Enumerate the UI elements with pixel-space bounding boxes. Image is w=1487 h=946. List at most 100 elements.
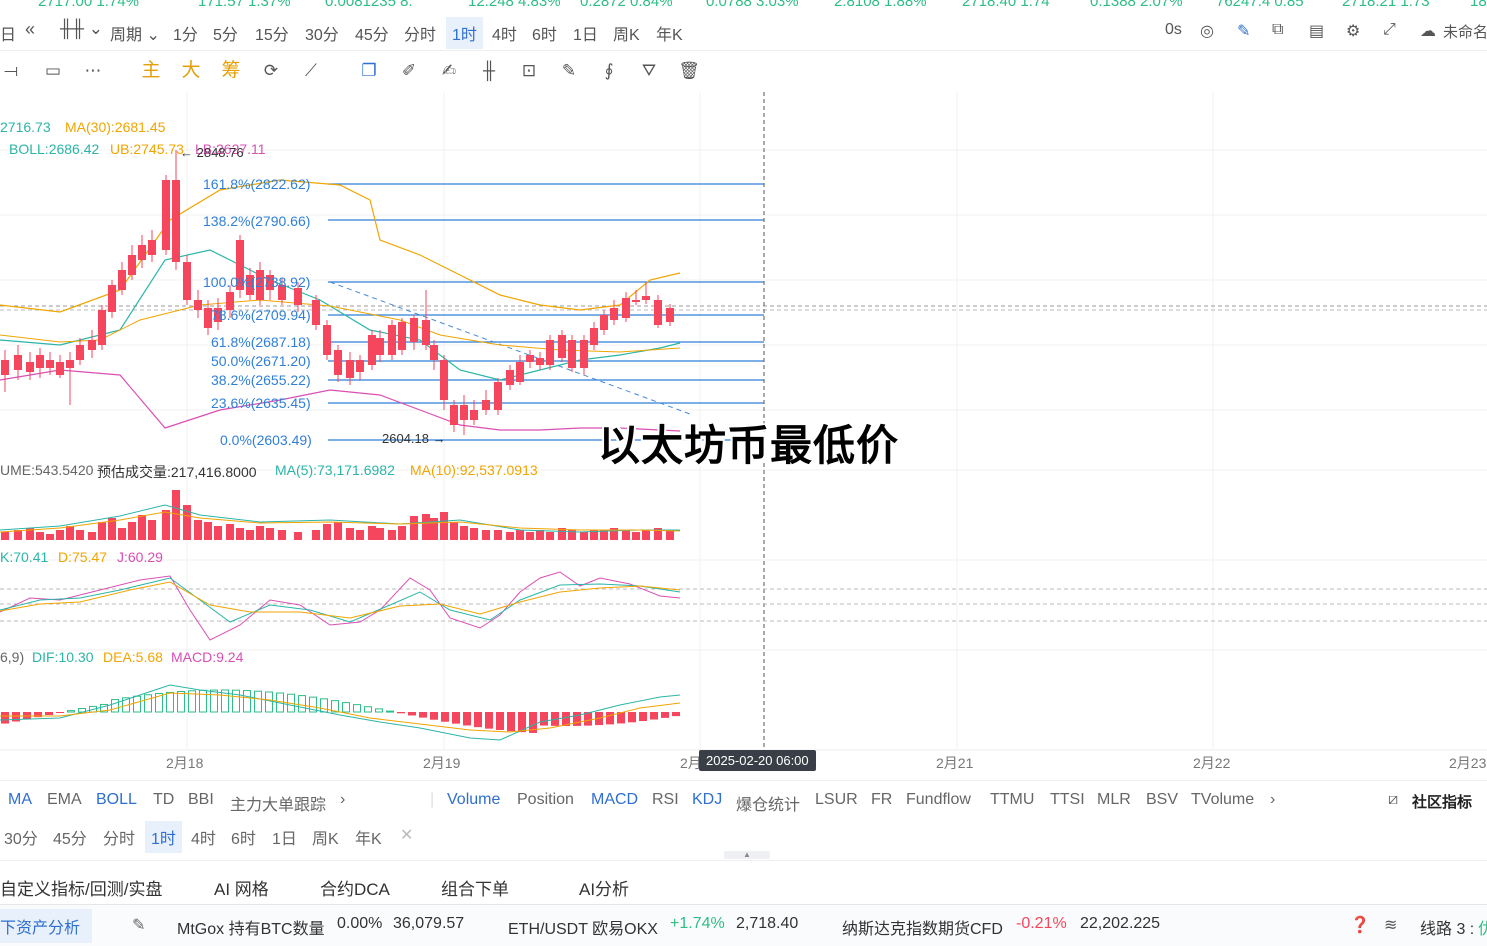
sub-ind-liquidation[interactable]: 爆仓统计 xyxy=(736,797,801,814)
main-ind-whale[interactable]: 主力大单跟踪 xyxy=(230,797,327,814)
ticker-item[interactable]: 18 xyxy=(1470,0,1487,10)
popout-icon[interactable]: ⧉ xyxy=(1272,21,1284,38)
ticker-item[interactable]: 0.2872 0.84% xyxy=(580,0,673,10)
draw-icon[interactable]: ✍ xyxy=(441,61,457,80)
period2-6h[interactable]: 6时 xyxy=(231,831,256,848)
sub-ind-mlr[interactable]: MLR xyxy=(1097,791,1131,808)
sub-ind-lsur[interactable]: LSUR xyxy=(815,791,858,808)
period2-year[interactable]: 年K xyxy=(355,831,382,848)
camera-icon[interactable]: ◎ xyxy=(1200,23,1214,40)
chou-tool[interactable]: 筹 xyxy=(221,60,241,81)
period2-30m[interactable]: 30分 xyxy=(4,831,38,848)
trash-icon[interactable]: 🗑 xyxy=(678,61,700,80)
line-label[interactable]: 线路 3 : xyxy=(1420,921,1475,938)
period-timeshare[interactable]: 分时 xyxy=(404,27,437,44)
candle-type-icon[interactable]: ╫╫ ⌄ xyxy=(60,19,104,38)
tab-custom-indicator[interactable]: 自定义指标/回测/实盘 xyxy=(0,880,163,899)
sub-ind-volume[interactable]: Volume xyxy=(447,791,501,808)
period-5m[interactable]: 5分 xyxy=(213,27,238,44)
candles-icon[interactable]: ╫ xyxy=(482,61,496,80)
sub-ind-position[interactable]: Position xyxy=(517,791,574,808)
cloud-icon[interactable]: ☁ xyxy=(1420,23,1436,40)
period2-45m[interactable]: 45分 xyxy=(53,831,87,848)
asset-analysis-badge[interactable]: 下资产分析 xyxy=(0,909,93,943)
ticker-item[interactable]: 171.57 1.37% xyxy=(198,0,291,10)
ticker-item[interactable]: 12.248 4.83% xyxy=(468,0,561,10)
layout-icon[interactable]: ▤ xyxy=(1309,23,1325,40)
tab-dca[interactable]: 合约DCA xyxy=(320,880,390,899)
sub-ind-rsi[interactable]: RSI xyxy=(652,791,679,808)
ticker-item[interactable]: 76247.4 0.85 xyxy=(1216,0,1304,10)
help-icon[interactable]: ❓ xyxy=(1350,917,1370,934)
ticker-item[interactable]: 2.8108 1.88% xyxy=(834,0,927,10)
period-week[interactable]: 周K xyxy=(613,27,640,44)
ticker-item[interactable]: 2718.40 1.74 xyxy=(962,0,1050,10)
kline-chart[interactable] xyxy=(0,90,1487,780)
sub-ind-fundflow[interactable]: Fundflow xyxy=(906,791,971,808)
note-icon[interactable]: ✎ xyxy=(561,61,577,80)
rect-tool-icon[interactable]: ▭ xyxy=(44,61,62,80)
sub-ind-macd[interactable]: MACD xyxy=(591,791,639,808)
period-1d[interactable]: 1日 xyxy=(573,27,598,44)
sub-ind-fr[interactable]: FR xyxy=(871,791,893,808)
chevron-right-icon[interactable]: › xyxy=(340,791,346,808)
zhu-tool[interactable]: 主 xyxy=(141,60,161,81)
period2-week[interactable]: 周K xyxy=(312,831,339,848)
main-ind-ema[interactable]: EMA xyxy=(47,791,82,808)
left-label[interactable]: 日 xyxy=(0,27,17,44)
period2-4h[interactable]: 4时 xyxy=(191,831,216,848)
sub-ind-kdj[interactable]: KDJ xyxy=(692,791,723,808)
period2-1h[interactable]: 1时 xyxy=(145,821,182,853)
lock-icon[interactable]: ⊡ xyxy=(521,61,537,80)
ticker-item[interactable]: 2718.21 1.73 xyxy=(1342,0,1430,10)
period-15m[interactable]: 15分 xyxy=(255,27,289,44)
ticker-item[interactable]: 0.1388 2.07% xyxy=(1090,0,1183,10)
sub-ind-tvolume[interactable]: TVolume xyxy=(1191,791,1255,808)
community-indicators[interactable]: 社区指标 xyxy=(1412,794,1473,811)
period-45m[interactable]: 45分 xyxy=(355,27,389,44)
period2-timeshare[interactable]: 分时 xyxy=(103,831,136,848)
period-year[interactable]: 年K xyxy=(656,27,683,44)
sub-ind-bsv[interactable]: BSV xyxy=(1146,791,1179,808)
filter-icon[interactable]: ⛛ xyxy=(641,61,657,80)
back-icon[interactable]: « xyxy=(25,19,36,39)
line-tool-icon[interactable]: ⟞ xyxy=(3,61,19,80)
main-ind-bbi[interactable]: BBI xyxy=(188,791,214,808)
ticker-item[interactable]: 0.0788 3.03% xyxy=(706,0,799,10)
nasdaq-label[interactable]: 纳斯达克指数期货CFD xyxy=(842,921,1003,938)
main-ind-td[interactable]: TD xyxy=(153,791,175,808)
main-ind-ma[interactable]: MA xyxy=(8,791,32,808)
close-icon[interactable]: ✕ xyxy=(400,827,414,844)
pen-icon[interactable]: ✎ xyxy=(1237,23,1251,40)
edit-icon[interactable]: ⧄ xyxy=(1388,791,1399,808)
period2-1d[interactable]: 1日 xyxy=(272,831,297,848)
sync-icon[interactable]: ⟳ xyxy=(263,61,279,80)
da-tool[interactable]: 大 xyxy=(181,60,201,81)
magnet-icon[interactable]: ∮ xyxy=(604,61,614,80)
mtgox-label[interactable]: MtGox 持有BTC数量 xyxy=(177,921,325,938)
ticker-item[interactable]: 0.0081235 8. xyxy=(325,0,413,10)
main-ind-boll[interactable]: BOLL xyxy=(96,791,137,808)
fullscreen-icon[interactable]: ⤢ xyxy=(1383,21,1396,38)
tab-ai-grid[interactable]: AI 网格 xyxy=(214,880,269,899)
more-tools-icon[interactable]: ⋯ xyxy=(84,61,102,80)
sub-ind-ttmu[interactable]: TTMU xyxy=(990,791,1035,808)
period-6h[interactable]: 6时 xyxy=(532,27,557,44)
panel-resize-handle[interactable]: ▲ xyxy=(724,851,770,859)
period-dropdown[interactable]: 周期 ⌄ xyxy=(110,27,160,44)
copy-icon[interactable]: ❐ xyxy=(361,61,377,80)
measure-icon[interactable]: ⟋ xyxy=(305,61,317,80)
period-1h[interactable]: 1时 xyxy=(446,17,483,49)
tab-ai-analysis[interactable]: AI分析 xyxy=(579,880,630,899)
account-name[interactable]: 未命名 xyxy=(1443,24,1487,41)
settings-icon[interactable]: ⚙ xyxy=(1346,23,1361,40)
sub-ind-ttsi[interactable]: TTSI xyxy=(1050,791,1085,808)
period-4h[interactable]: 4时 xyxy=(492,27,517,44)
chevron-right-icon[interactable]: › xyxy=(1270,791,1276,808)
period-30m[interactable]: 30分 xyxy=(305,27,339,44)
pencil-icon[interactable]: ✎ xyxy=(132,917,146,934)
ticker-item[interactable]: 2717.00 1.74% xyxy=(38,0,139,10)
tab-combo-order[interactable]: 组合下单 xyxy=(441,880,509,899)
eth-label[interactable]: ETH/USDT 欧易OKX xyxy=(508,921,658,938)
period-1m[interactable]: 1分 xyxy=(173,27,198,44)
